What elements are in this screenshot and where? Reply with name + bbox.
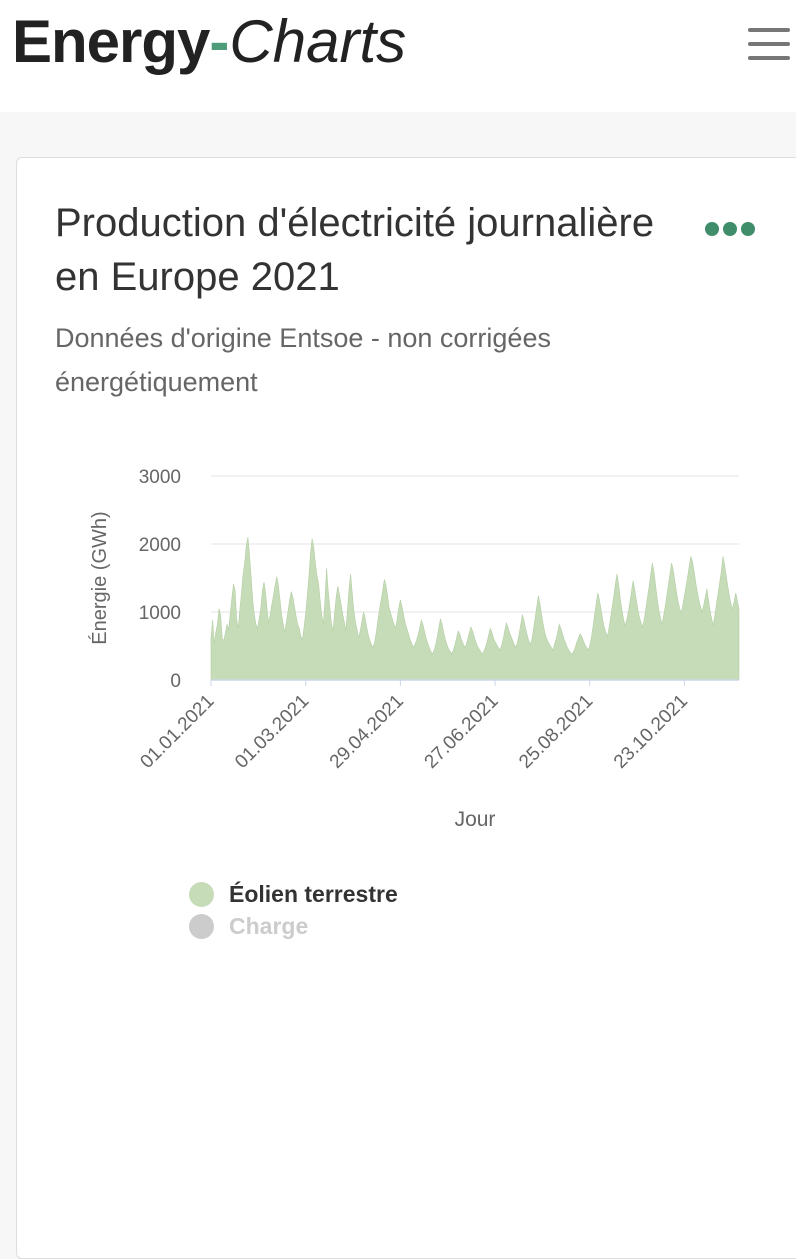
x-tick-label: 25.08.2021 <box>515 691 597 773</box>
y-tick-label: 0 <box>170 671 181 692</box>
x-tick-label: 01.03.2021 <box>231 691 313 773</box>
legend-dot-icon <box>189 881 214 907</box>
y-tick-label: 3000 <box>139 467 181 488</box>
logo-text-dash: - <box>209 8 230 75</box>
series-area-eolien-terrestre <box>210 537 740 681</box>
y-axis-label: Énergie (GWh) <box>88 511 111 644</box>
x-axis-label: Jour <box>455 808 496 831</box>
x-tick-label: 01.01.2021 <box>136 691 218 773</box>
legend-label: Charge <box>229 912 309 939</box>
chart-legend: Éolien terrestre Charge <box>189 878 398 942</box>
x-tick-label: 27.06.2021 <box>421 691 503 773</box>
y-tick-label: 1000 <box>139 603 181 624</box>
legend-item[interactable]: Charge <box>189 910 398 942</box>
x-tick-label: 23.10.2021 <box>610 691 692 773</box>
legend-label: Éolien terrestre <box>229 880 398 907</box>
legend-dot-icon <box>189 913 214 939</box>
legend-item[interactable]: Éolien terrestre <box>189 878 398 910</box>
more-dots-icon[interactable] <box>701 218 755 240</box>
logo-text-energy: Energy <box>12 8 210 75</box>
logo-text-charts: Charts <box>229 8 407 75</box>
daily-production-chart[interactable]: 0 1000 2000 3000 Énergie (GWh) 01.01.2021 01.0… <box>77 448 757 848</box>
chart-card: Production d'électricité journalière en … <box>16 157 796 1259</box>
energy-charts-logo[interactable]: Energy-Charts <box>12 6 406 78</box>
hamburger-menu-icon[interactable] <box>744 22 794 66</box>
top-bar: Energy-Charts <box>0 0 796 112</box>
y-tick-label: 2000 <box>139 535 181 556</box>
chart-title: Production d'électricité journalière en … <box>55 201 655 299</box>
chart-subtitle: Données d'origine Entsoe - non corrigées… <box>55 323 551 397</box>
x-tick-label: 29.04.2021 <box>326 691 408 773</box>
